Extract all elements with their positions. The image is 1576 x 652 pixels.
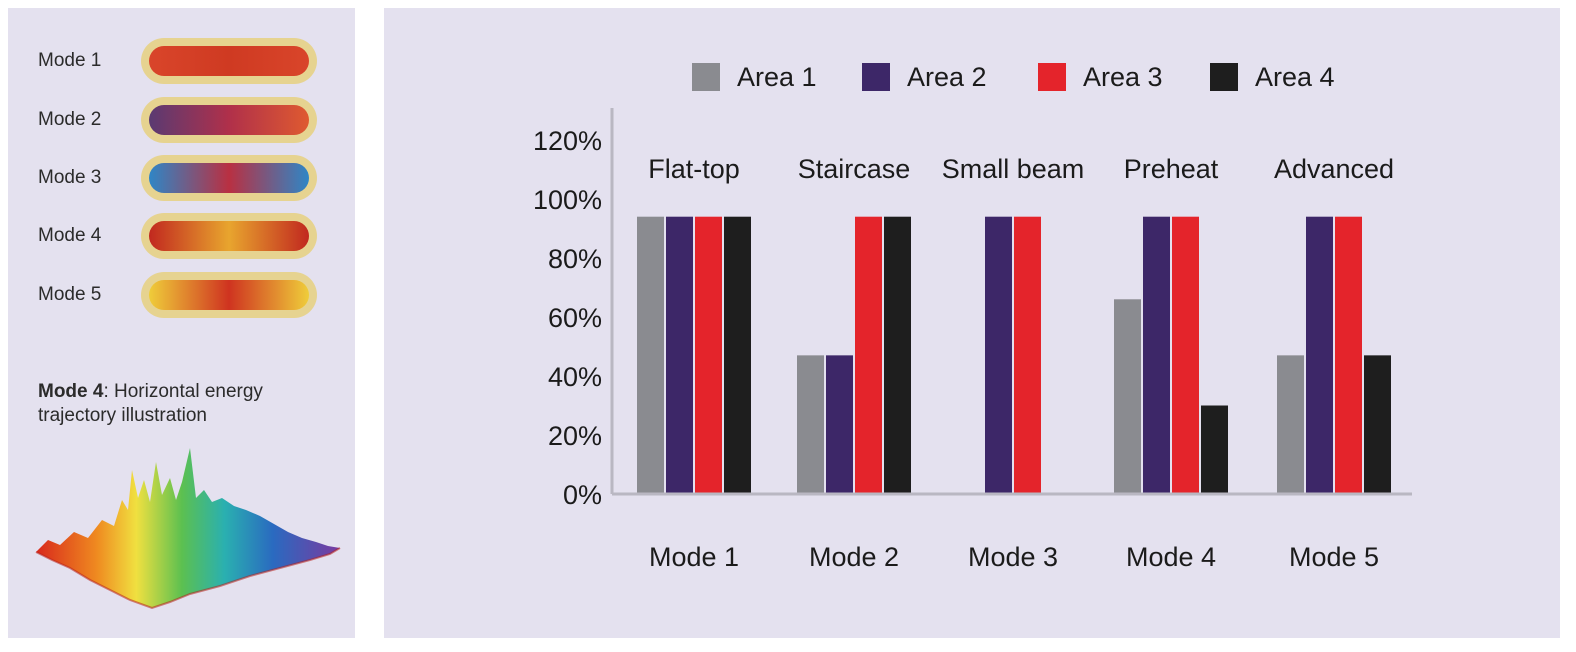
mode-energy-pill [141, 213, 317, 259]
energy-trajectory-illustration [35, 448, 341, 610]
mode-label: Mode 5 [38, 284, 102, 305]
x-category-label: Mode 4 [1126, 542, 1216, 572]
chart-legend: Area 1 Area 2 Area 3 Area 4 [692, 62, 1335, 92]
bar [1335, 216, 1362, 494]
mode-energy-gradient [149, 163, 309, 193]
legend-swatch [1210, 63, 1238, 91]
bar [666, 216, 693, 494]
legend-label: Area 3 [1083, 62, 1163, 92]
mode-label: Mode 2 [38, 109, 102, 130]
trajectory-caption: Mode 4: Horizontal energy trajectory ill… [38, 380, 338, 428]
legend-swatch [692, 63, 720, 91]
group-annotation-label: Small beam [942, 154, 1085, 184]
mode-energy-pill [141, 155, 317, 201]
bar [1277, 355, 1304, 494]
group-annotation-label: Preheat [1124, 154, 1219, 184]
bar [1014, 216, 1041, 494]
y-tick-label: 80% [548, 244, 602, 274]
modes-panel: Mode 1 Mode 2 Mode 3 Mode 4 Mode 5 Mode 4: H… [8, 8, 355, 638]
legend-swatch [1038, 63, 1066, 91]
mode-label: Mode 1 [38, 50, 102, 71]
caption-text: : Horizontal energy trajectory illustrat… [38, 381, 263, 426]
x-category-label: Mode 5 [1289, 542, 1379, 572]
bar-group-annotations: Flat-top Staircase Small beam Preheat Advanc… [648, 154, 1394, 184]
x-category-label: Mode 3 [968, 542, 1058, 572]
mode-row: Mode 4 [8, 211, 355, 261]
bar [1201, 405, 1228, 494]
mode-energy-gradient [149, 46, 309, 76]
chart-panel: Area 1 Area 2 Area 3 Area 4 0% 20% 40% 60% 80% 1… [384, 8, 1560, 638]
y-tick-label: 120% [533, 126, 602, 156]
mode-energy-pill [141, 272, 317, 318]
mode-label: Mode 4 [38, 225, 102, 246]
bar-chart: Area 1 Area 2 Area 3 Area 4 0% 20% 40% 60% 80% 1… [533, 62, 1412, 572]
mode-row: Mode 5 [8, 270, 355, 320]
y-tick-label: 20% [548, 421, 602, 451]
legend-label: Area 1 [737, 62, 817, 92]
x-category-label: Mode 1 [649, 542, 739, 572]
legend-label: Area 2 [907, 62, 987, 92]
caption-bold: Mode 4 [38, 381, 104, 402]
group-annotation-label: Flat-top [648, 154, 740, 184]
bar [724, 216, 751, 494]
mode-energy-pill [141, 97, 317, 143]
bar [855, 216, 882, 494]
mode-label: Mode 3 [38, 167, 102, 188]
legend-swatch [862, 63, 890, 91]
bar [1143, 216, 1170, 494]
bar [1172, 216, 1199, 494]
mode-energy-gradient [149, 105, 309, 135]
mode-row: Mode 3 [8, 153, 355, 203]
bar [695, 216, 722, 494]
mode-row: Mode 1 [8, 36, 355, 86]
mode-energy-gradient [149, 280, 309, 310]
bar [797, 355, 824, 494]
mode-energy-pill [141, 38, 317, 84]
group-annotation-label: Staircase [798, 154, 911, 184]
trajectory-edge [35, 547, 341, 610]
axes [610, 108, 1412, 496]
x-axis-categories: Mode 1 Mode 2 Mode 3 Mode 4 Mode 5 [649, 542, 1379, 572]
y-tick-label: 40% [548, 362, 602, 392]
bar [826, 355, 853, 494]
y-axis-ticks: 0% 20% 40% 60% 80% 100% 120% [533, 126, 602, 510]
x-category-label: Mode 2 [809, 542, 899, 572]
bar [884, 216, 911, 494]
mode-energy-gradient [149, 221, 309, 251]
legend-label: Area 4 [1255, 62, 1335, 92]
bar [985, 216, 1012, 494]
bar [1306, 216, 1333, 494]
bar [1114, 299, 1141, 494]
bar [1364, 355, 1391, 494]
bars [637, 216, 1391, 494]
y-tick-label: 0% [563, 480, 602, 510]
mode-row: Mode 2 [8, 95, 355, 145]
trajectory-surface [36, 448, 340, 608]
bar [637, 216, 664, 494]
group-annotation-label: Advanced [1274, 154, 1394, 184]
y-tick-label: 100% [533, 185, 602, 215]
y-tick-label: 60% [548, 303, 602, 333]
